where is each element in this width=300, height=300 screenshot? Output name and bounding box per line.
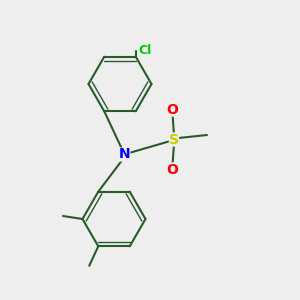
Text: S: S [169,133,179,146]
Text: O: O [167,103,178,116]
Text: O: O [167,163,178,176]
Text: Cl: Cl [139,44,152,57]
Text: N: N [119,148,130,161]
